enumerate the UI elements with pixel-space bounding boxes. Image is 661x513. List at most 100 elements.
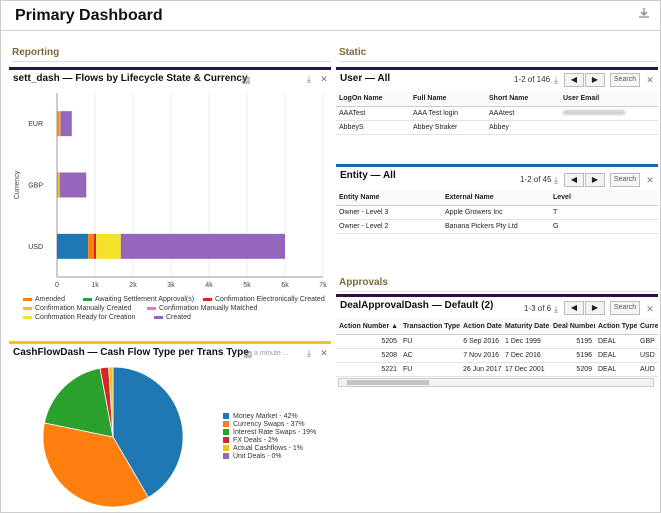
expand-icon[interactable]: ✕ xyxy=(645,175,655,185)
y-tick-label: USD xyxy=(28,244,43,251)
sort-asc-icon[interactable]: ▲ xyxy=(391,323,398,330)
table-cell: 17 Dec 2001 xyxy=(502,362,550,376)
download-icon[interactable]: ⤓ xyxy=(304,74,314,84)
flows-panel-header: sett_dash — Flows by Lifecycle State & C… xyxy=(9,67,331,87)
legend-swatch xyxy=(223,445,229,451)
entity-title: Entity — All xyxy=(340,170,396,181)
legend-label: Confirmation Manually Created xyxy=(35,305,132,312)
y-axis-label: Currency xyxy=(14,170,21,199)
scrollbar-thumb[interactable] xyxy=(347,380,429,385)
table-cell: Owner - Level 2 xyxy=(336,219,442,233)
table-cell: 5196 xyxy=(550,348,595,362)
table-cell: Apple Growers Inc xyxy=(442,205,550,219)
table-cell: 5195 xyxy=(550,334,595,348)
bar-segment xyxy=(59,111,61,136)
table-view-icon[interactable]: ▤ xyxy=(243,349,253,359)
table-row[interactable]: Owner - Level 2 Banana Pickers Pty Ltd G xyxy=(336,219,658,233)
legend-item-conf-man-created: Confirmation Manually Created xyxy=(23,305,132,312)
table-cell: Abbey xyxy=(486,120,560,134)
section-reporting: Reporting xyxy=(12,47,59,58)
download-icon[interactable]: ⤓ xyxy=(551,75,561,85)
column-header[interactable]: User Email xyxy=(560,91,658,106)
table-cell xyxy=(560,106,658,120)
column-header[interactable]: Curre xyxy=(637,319,658,334)
legend-item-fx-deals: FX Deals - 2% xyxy=(223,437,278,444)
column-header[interactable]: Deal Number xyxy=(550,319,595,334)
approval-search-button[interactable]: Search xyxy=(610,301,640,315)
column-header[interactable]: Maturity Date xyxy=(502,319,550,334)
column-header[interactable]: LogOn Name xyxy=(336,91,410,106)
download-icon[interactable]: ⤓ xyxy=(551,175,561,185)
column-header[interactable]: Full Name xyxy=(410,91,486,106)
table-cell: G xyxy=(550,219,658,233)
flows-chart: 0 1k 2k 3k 4k 5k 6k 7kCurrencyEURGBPUSD xyxy=(9,87,331,297)
title-bar: Primary Dashboard xyxy=(1,1,661,31)
download-icon[interactable] xyxy=(638,7,650,19)
approval-table: Action Number ▲ Transaction Type Action … xyxy=(336,319,658,377)
bar-segment xyxy=(60,173,87,198)
table-header-row: Entity Name External Name Level xyxy=(336,190,658,205)
bar-segment xyxy=(94,234,96,259)
legend-swatch xyxy=(223,413,229,419)
entity-table: Entity Name External Name Level Owner - … xyxy=(336,190,658,234)
column-header[interactable]: Action Type xyxy=(595,319,637,334)
table-row[interactable]: 5208 AC 7 Nov 2016 7 Dec 2016 5196 DEAL … xyxy=(336,348,658,362)
entity-search-button[interactable]: Search xyxy=(610,173,640,187)
legend-swatch xyxy=(23,298,32,301)
user-panel: User — All 1-2 of 146 ⤓ ◀ ▶ Search ✕ Log… xyxy=(336,67,658,143)
approval-panel: DealApprovalDash — Default (2) 1-3 of 6 … xyxy=(336,294,658,390)
section-approvals: Approvals xyxy=(339,277,388,288)
bar-segment xyxy=(58,173,60,198)
x-tick-label: 1k xyxy=(91,282,99,289)
bar-segment xyxy=(60,111,71,136)
legend-label: Confirmation Electronically Created xyxy=(215,296,325,303)
prev-page-button[interactable]: ◀ xyxy=(564,173,584,187)
expand-icon[interactable]: ✕ xyxy=(645,304,655,314)
table-cell: 26 Jun 2017 xyxy=(460,362,502,376)
table-row[interactable]: AbbeyS Abbey Straker Abbey xyxy=(336,120,658,134)
column-header[interactable]: Transaction Type xyxy=(400,319,460,334)
legend-swatch xyxy=(203,298,212,301)
table-row[interactable]: 5221 FU 26 Jun 2017 17 Dec 2001 5209 DEA… xyxy=(336,362,658,376)
table-row[interactable]: 5205 FU 6 Sep 2016 1 Dec 1999 5195 DEAL … xyxy=(336,334,658,348)
expand-icon[interactable]: ✕ xyxy=(319,348,329,358)
table-row[interactable]: Owner - Level 3 Apple Growers Inc T xyxy=(336,205,658,219)
download-icon[interactable]: ⤓ xyxy=(551,304,561,314)
next-page-button[interactable]: ▶ xyxy=(585,73,605,87)
legend-label: Amended xyxy=(35,296,65,303)
legend-item-conf-ready: Confirmation Ready for Creation xyxy=(23,314,135,321)
legend-item-amended: Amended xyxy=(23,296,65,303)
next-page-button[interactable]: ▶ xyxy=(585,173,605,187)
prev-page-button[interactable]: ◀ xyxy=(564,301,584,315)
entity-pager: 1-2 of 45 xyxy=(520,175,552,184)
entity-panel: Entity — All 1-2 of 45 ⤓ ◀ ▶ Search ✕ En… xyxy=(336,164,658,240)
user-search-button[interactable]: Search xyxy=(610,73,640,87)
table-row[interactable]: AAATest AAA Test login AAAtest xyxy=(336,106,658,120)
download-icon[interactable]: ⤓ xyxy=(304,348,314,358)
prev-page-button[interactable]: ◀ xyxy=(564,73,584,87)
cashflow-title: CashFlowDash — Cash Flow Type per Trans … xyxy=(13,347,249,358)
redacted-email xyxy=(563,110,625,115)
legend-swatch xyxy=(147,307,156,310)
table-cell: 6 Sep 2016 xyxy=(460,334,502,348)
column-header[interactable]: Short Name xyxy=(486,91,560,106)
expand-icon[interactable]: ✕ xyxy=(319,74,329,84)
legend-swatch xyxy=(154,316,163,319)
legend-swatch xyxy=(223,429,229,435)
legend-item-created: Created xyxy=(154,314,191,321)
cashflow-panel: CashFlowDash — Cash Flow Type per Trans … xyxy=(9,341,331,511)
next-page-button[interactable]: ▶ xyxy=(585,301,605,315)
expand-icon[interactable]: ✕ xyxy=(645,75,655,85)
column-header[interactable]: Entity Name xyxy=(336,190,442,205)
x-tick-label: 4k xyxy=(205,282,213,289)
bar-segment xyxy=(57,111,59,136)
table-view-icon[interactable]: ▤ xyxy=(241,75,251,85)
column-header[interactable]: Action Number ▲ xyxy=(336,319,400,334)
table-cell: Banana Pickers Pty Ltd xyxy=(442,219,550,233)
column-header[interactable]: External Name xyxy=(442,190,550,205)
horizontal-scrollbar[interactable] xyxy=(338,378,654,387)
column-header-label: Action Number xyxy=(339,323,389,330)
column-header[interactable]: Level xyxy=(550,190,658,205)
column-header[interactable]: Action Date xyxy=(460,319,502,334)
